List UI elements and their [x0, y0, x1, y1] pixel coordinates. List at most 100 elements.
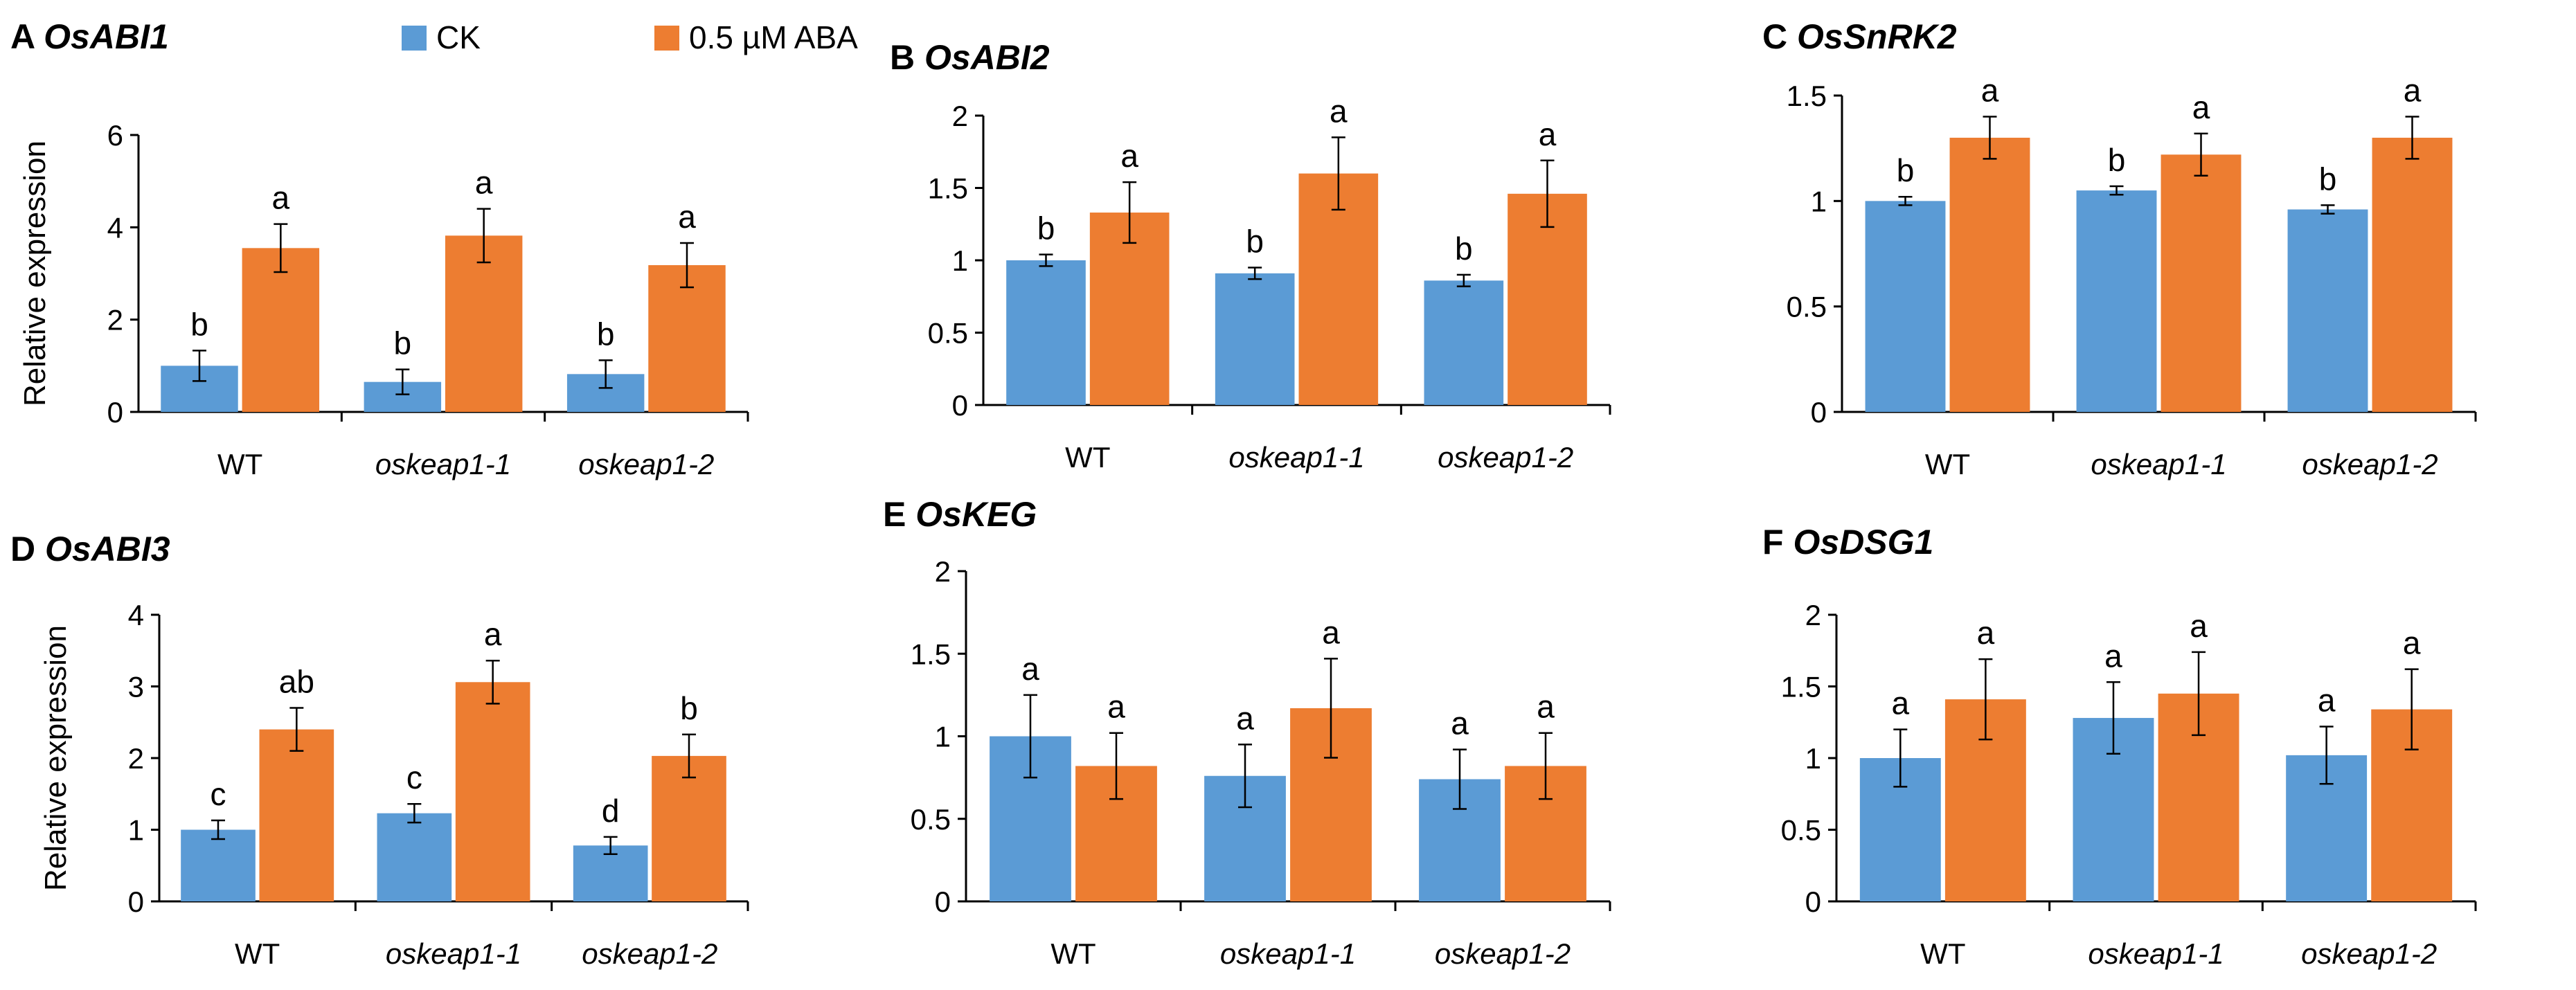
- significance-label: a: [1330, 93, 1348, 129]
- bar: [1508, 193, 1587, 405]
- category-label: WT: [235, 937, 280, 970]
- category-label: oskeap1-2: [1435, 937, 1571, 970]
- significance-label: a: [272, 180, 290, 216]
- category-label: oskeap1-1: [2088, 937, 2224, 970]
- significance-label: b: [1897, 152, 1915, 188]
- bar: [648, 265, 726, 412]
- significance-label: b: [680, 690, 698, 726]
- panel-f: F OsDSG1 0 0.5 1 1.5 2 WT a a oskeap1-1 a a oskeap1-…: [1762, 523, 2477, 970]
- category-label: oskeap1-1: [1228, 441, 1364, 474]
- y-tick-label: 2: [1805, 599, 1821, 631]
- significance-label: a: [2403, 625, 2421, 661]
- significance-label: b: [190, 306, 208, 342]
- y-tick-label: 3: [128, 671, 144, 703]
- panel-gene-name: OsABI3: [45, 530, 170, 568]
- bar: [377, 813, 452, 901]
- bar: [1089, 213, 1170, 405]
- significance-label: a: [475, 165, 493, 201]
- bar: [2161, 154, 2242, 412]
- category-label: WT: [1925, 448, 1970, 480]
- significance-label: a: [484, 616, 502, 652]
- y-tick-label: 4: [128, 599, 144, 631]
- y-tick-label: 0: [107, 396, 123, 429]
- y-tick-label: 2: [935, 555, 951, 588]
- category-label: oskeap1-2: [2302, 448, 2438, 480]
- significance-label: a: [2104, 638, 2122, 674]
- significance-label: b: [2319, 161, 2337, 197]
- significance-label: a: [1537, 689, 1555, 725]
- significance-label: a: [1892, 685, 1910, 721]
- category-label: oskeap1-2: [578, 448, 714, 480]
- significance-label: a: [1322, 614, 1340, 650]
- y-tick-label: 2: [128, 742, 144, 775]
- significance-label: a: [1451, 705, 1469, 741]
- y-tick-label: 0: [1811, 396, 1827, 429]
- bar: [1215, 273, 1295, 405]
- panel-title: F OsDSG1: [1762, 523, 1933, 561]
- legend: CK 0.5 µM ABA: [402, 19, 858, 55]
- panel-c: C OsSnRK2 0 0.5 1 1.5 WT b a oskeap1-1 b a oskeap1-…: [1762, 17, 2477, 480]
- panel-gene-name: OsABI1: [44, 17, 169, 56]
- significance-label: a: [2404, 72, 2422, 108]
- significance-label: a: [1236, 700, 1254, 736]
- y-axis-label: Relative expression: [18, 141, 52, 406]
- significance-label: a: [2318, 682, 2336, 718]
- bar: [455, 682, 530, 901]
- panel-letter: B: [890, 38, 924, 77]
- panel-letter: C: [1762, 17, 1797, 56]
- panel-b: B OsABI2 0 0.5 1 1.5 2 WT b a oskeap1-1 b a oskeap1-…: [890, 38, 1611, 474]
- bar: [1865, 201, 1946, 412]
- category-label: oskeap1-2: [1438, 441, 1573, 474]
- y-tick-label: 0.5: [1781, 814, 1821, 847]
- significance-label: a: [2192, 89, 2210, 125]
- category-label: oskeap1-1: [386, 937, 521, 970]
- panel-gene-name: OsDSG1: [1793, 523, 1933, 561]
- bar: [1949, 137, 2030, 412]
- significance-label: b: [1455, 231, 1473, 267]
- y-axis-label: Relative expression: [39, 625, 73, 891]
- significance-label: b: [1246, 223, 1264, 259]
- significance-label: d: [602, 793, 620, 829]
- significance-label: b: [394, 325, 412, 361]
- bar: [1298, 173, 1379, 405]
- bar: [2076, 190, 2157, 412]
- significance-label: a: [1120, 138, 1138, 174]
- y-tick-label: 0: [935, 885, 951, 918]
- legend-label-ck: CK: [436, 19, 481, 55]
- bar: [652, 755, 726, 901]
- significance-label: b: [597, 316, 615, 352]
- legend-swatch-aba: [654, 26, 679, 51]
- y-tick-label: 1: [1805, 742, 1821, 775]
- category-label: oskeap1-1: [375, 448, 511, 480]
- panel-gene-name: OsSnRK2: [1797, 17, 1957, 56]
- significance-label: a: [1021, 651, 1039, 687]
- bar: [2372, 137, 2453, 412]
- panel-a: A OsABI1 0 2 4 6 Relative expression WT b a oskea…: [10, 17, 749, 480]
- category-label: WT: [1050, 937, 1095, 970]
- bar: [2287, 209, 2368, 412]
- panel-letter: E: [883, 495, 915, 534]
- significance-label: b: [2108, 142, 2126, 178]
- bar: [242, 248, 320, 412]
- legend-swatch-ck: [402, 26, 427, 51]
- chart-panels: A OsABI1 0 2 4 6 Relative expression WT b a oskea…: [10, 17, 2477, 970]
- panel-title: E OsKEG: [883, 495, 1037, 534]
- y-tick-label: 1: [935, 721, 951, 753]
- y-tick-label: 1.5: [911, 638, 951, 670]
- legend-label-aba: 0.5 µM ABA: [689, 19, 858, 55]
- panel-e: E OsKEG 0 0.5 1 1.5 2 WT a a oskeap1-1 a a oskeap1-2…: [883, 495, 1611, 970]
- bar: [259, 729, 334, 901]
- panel-gene-name: OsKEG: [915, 495, 1037, 534]
- bar: [1424, 280, 1504, 405]
- panel-title: B OsABI2: [890, 38, 1050, 77]
- significance-label: a: [1107, 689, 1125, 725]
- panel-title: C OsSnRK2: [1762, 17, 1957, 56]
- panel-letter: A: [10, 17, 44, 56]
- significance-label: a: [1539, 116, 1557, 152]
- bar: [1006, 260, 1086, 405]
- y-tick-label: 0: [952, 389, 968, 422]
- y-tick-label: 1: [128, 814, 144, 847]
- category-label: WT: [217, 448, 262, 480]
